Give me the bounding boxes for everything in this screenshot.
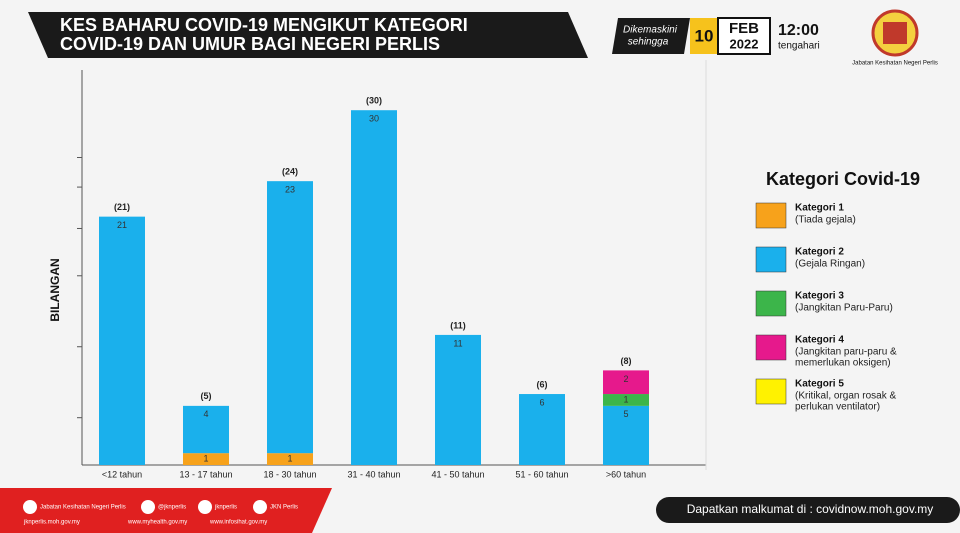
footer-site: jknperlis.moh.gov.my [23, 520, 80, 526]
bar-segment [435, 334, 481, 465]
bar-segment [519, 394, 565, 465]
total-label: (8) [621, 356, 632, 366]
bar-segment [351, 110, 397, 465]
legend-swatch [755, 202, 787, 229]
x-tick-label: 51 - 60 tahun [515, 469, 568, 479]
total-label: (6) [537, 379, 548, 389]
bar-segment [603, 405, 649, 465]
day-box [690, 18, 718, 54]
segment-label: 6 [539, 397, 544, 407]
total-label: (21) [114, 202, 130, 212]
source: Dapatkan malkumat di : covidnow.moh.gov.… [687, 502, 934, 516]
legend-title: Kategori Covid-19 [766, 169, 920, 189]
updated-label: Dikemaskini [623, 25, 678, 36]
twitter-icon [141, 500, 155, 514]
title: KES BAHARU COVID-19 MENGIKUT KATEGORI [60, 15, 468, 35]
updated-box [612, 18, 690, 54]
legend-swatch [755, 334, 787, 361]
total-label: (5) [201, 391, 212, 401]
segment-label: 1 [203, 453, 208, 463]
bar-segment [603, 394, 649, 406]
segment-label: 30 [369, 114, 379, 124]
footer-banner [0, 488, 332, 533]
segment-label: 11 [453, 338, 462, 348]
segment-label: 21 [117, 220, 127, 230]
legend-name: Kategori 2 [795, 247, 844, 258]
legend-name: Kategori 1 [795, 203, 844, 214]
footer-site: www.myhealth.gov.my [127, 520, 187, 526]
footer-facebook: Jabatan Kesihatan Negeri Perlis [40, 505, 126, 511]
footer-instagram: jknperlis [214, 505, 237, 511]
bar-segment [99, 216, 145, 465]
x-tick-label: 31 - 40 tahun [347, 469, 400, 479]
title: COVID-19 DAN UMUR BAGI NEGERI PERLIS [60, 34, 440, 54]
legend-description: (Jangkitan paru-paru & [795, 347, 897, 358]
bar-segment [183, 453, 229, 465]
segment-label: 4 [203, 409, 208, 419]
bar-segment [603, 370, 649, 395]
logo-shield [883, 22, 907, 44]
legend-name: Kategori 4 [795, 335, 844, 346]
segment-label: 2 [623, 374, 628, 384]
day: 10 [695, 26, 714, 45]
legend-name: Kategori 3 [795, 291, 844, 302]
footer-twitter: @jknperlis [158, 505, 186, 511]
bar-segment [267, 453, 313, 465]
legend-swatch [755, 246, 787, 273]
total-label: (30) [366, 96, 382, 106]
total-label: (24) [282, 167, 298, 177]
time: 12:00 [778, 22, 819, 39]
logo-caption: Jabatan Kesihatan Negeri Perlis [852, 61, 938, 67]
legend-swatch [755, 290, 787, 317]
x-tick-label: <12 tahun [102, 469, 142, 479]
month-box [717, 17, 771, 55]
source-pill [656, 497, 960, 523]
year: 2022 [730, 36, 759, 51]
total-label: (11) [450, 320, 466, 330]
legend-description: (Jangkitan Paru-Paru) [795, 303, 893, 314]
legend-description: (Tiada gejala) [795, 215, 856, 226]
footer-youtube: JKN Perlis [270, 505, 298, 511]
segment-label: 23 [285, 185, 295, 195]
y-axis-label: BILANGAN [48, 258, 62, 321]
updated-label: sehingga [628, 37, 669, 48]
x-tick-label: >60 tahun [606, 469, 646, 479]
bar-segment [183, 405, 229, 454]
title-banner [28, 12, 588, 58]
footer-site: www.infosihat.gov.my [209, 520, 267, 526]
legend-swatch [755, 378, 787, 405]
legend-name: Kategori 5 [795, 379, 844, 390]
x-tick-label: 18 - 30 tahun [263, 469, 316, 479]
bar-segment [267, 181, 313, 454]
x-tick-label: 13 - 17 tahun [179, 469, 232, 479]
month: FEB [729, 20, 759, 37]
instagram-icon [198, 500, 212, 514]
segment-label: 5 [623, 409, 628, 419]
legend-description: memerlukan oksigen) [795, 358, 891, 369]
period: tengahari [778, 41, 820, 52]
youtube-icon [253, 500, 267, 514]
segment-label: 1 [623, 394, 628, 404]
legend-description: (Gejala Ringan) [795, 259, 865, 270]
facebook-icon [23, 500, 37, 514]
legend-description: (Kritikal, organ rosak & [795, 391, 896, 402]
x-tick-label: 41 - 50 tahun [431, 469, 484, 479]
legend-description: perlukan ventilator) [795, 402, 880, 413]
segment-label: 1 [287, 453, 292, 463]
